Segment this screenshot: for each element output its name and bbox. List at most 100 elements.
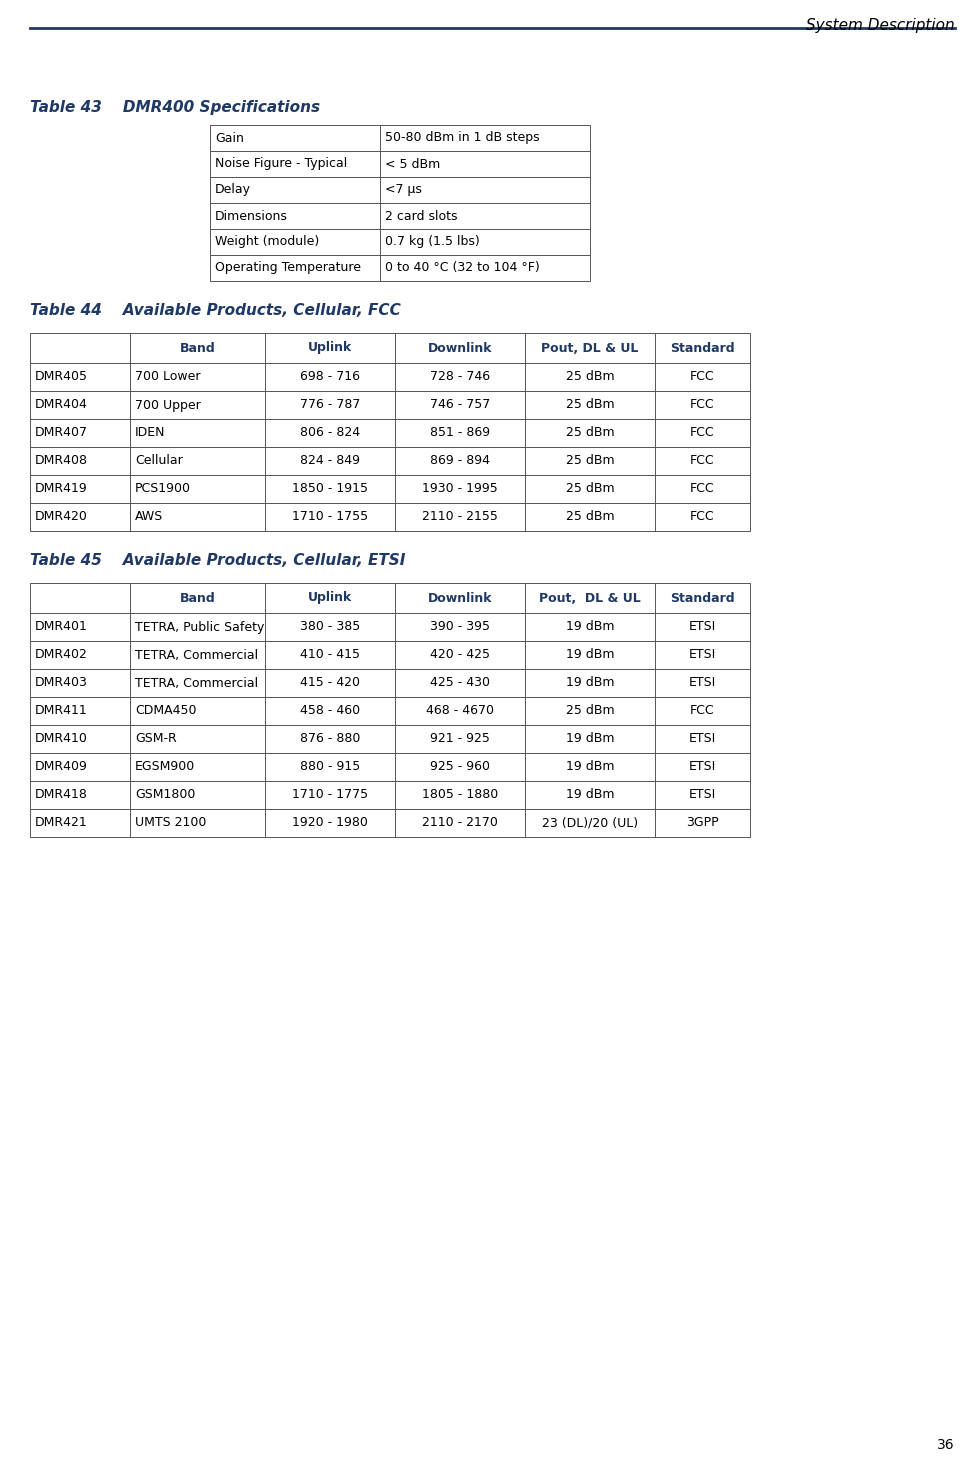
Bar (30, 333, 750, 362)
Text: TETRA, Commercial: TETRA, Commercial (135, 676, 258, 689)
Text: < 5 dBm: < 5 dBm (385, 157, 441, 170)
Text: DMR404: DMR404 (35, 399, 88, 412)
Text: DMR411: DMR411 (35, 704, 88, 717)
Text: FCC: FCC (690, 704, 715, 717)
Text: Delay: Delay (215, 183, 251, 197)
Bar (210, 229, 590, 255)
Text: 1710 - 1755: 1710 - 1755 (292, 511, 369, 524)
Text: 458 - 460: 458 - 460 (300, 704, 360, 717)
Text: 700 Lower: 700 Lower (135, 371, 201, 383)
Text: Band: Band (179, 591, 215, 604)
Text: 2110 - 2155: 2110 - 2155 (422, 511, 498, 524)
Text: DMR401: DMR401 (35, 621, 88, 634)
Text: 420 - 425: 420 - 425 (430, 648, 490, 662)
Text: FCC: FCC (690, 483, 715, 496)
Text: 851 - 869: 851 - 869 (430, 427, 490, 440)
Text: Pout,  DL & UL: Pout, DL & UL (539, 591, 641, 604)
Text: 410 - 415: 410 - 415 (300, 648, 360, 662)
Text: 50-80 dBm in 1 dB steps: 50-80 dBm in 1 dB steps (385, 132, 539, 145)
Text: 19 dBm: 19 dBm (566, 788, 614, 801)
Text: 824 - 849: 824 - 849 (300, 455, 360, 468)
Text: 746 - 757: 746 - 757 (430, 399, 490, 412)
Text: CDMA450: CDMA450 (135, 704, 197, 717)
Text: ETSI: ETSI (689, 760, 716, 773)
Text: 23 (DL)/20 (UL): 23 (DL)/20 (UL) (542, 817, 638, 829)
Text: Downlink: Downlink (428, 342, 492, 355)
Text: DMR410: DMR410 (35, 732, 88, 745)
Text: Band: Band (179, 342, 215, 355)
Bar (30, 697, 750, 725)
Text: 1805 - 1880: 1805 - 1880 (422, 788, 498, 801)
Text: DMR405: DMR405 (35, 371, 88, 383)
Text: 806 - 824: 806 - 824 (300, 427, 360, 440)
Text: System Description: System Description (806, 18, 955, 32)
Text: Weight (module): Weight (module) (215, 236, 319, 248)
Bar (30, 392, 750, 420)
Text: 776 - 787: 776 - 787 (300, 399, 360, 412)
Text: 0 to 40 °C (32 to 104 °F): 0 to 40 °C (32 to 104 °F) (385, 261, 540, 274)
Text: ETSI: ETSI (689, 621, 716, 634)
Text: 19 dBm: 19 dBm (566, 621, 614, 634)
Text: DMR421: DMR421 (35, 817, 88, 829)
Text: DMR409: DMR409 (35, 760, 88, 773)
Text: Uplink: Uplink (308, 591, 352, 604)
Text: FCC: FCC (690, 371, 715, 383)
Text: 25 dBm: 25 dBm (566, 427, 614, 440)
Text: Downlink: Downlink (428, 591, 492, 604)
Text: 25 dBm: 25 dBm (566, 399, 614, 412)
Text: 25 dBm: 25 dBm (566, 704, 614, 717)
Text: 19 dBm: 19 dBm (566, 760, 614, 773)
Bar (30, 420, 750, 447)
Text: DMR407: DMR407 (35, 427, 88, 440)
Text: 3GPP: 3GPP (686, 817, 719, 829)
Text: 425 - 430: 425 - 430 (430, 676, 490, 689)
Text: 728 - 746: 728 - 746 (430, 371, 490, 383)
Text: 19 dBm: 19 dBm (566, 732, 614, 745)
Text: 2110 - 2170: 2110 - 2170 (422, 817, 498, 829)
Text: FCC: FCC (690, 455, 715, 468)
Bar (30, 582, 750, 613)
Text: 25 dBm: 25 dBm (566, 455, 614, 468)
Text: UMTS 2100: UMTS 2100 (135, 817, 207, 829)
Text: Cellular: Cellular (135, 455, 182, 468)
Text: 415 - 420: 415 - 420 (300, 676, 360, 689)
Text: 1850 - 1915: 1850 - 1915 (292, 483, 368, 496)
Bar (30, 641, 750, 669)
Text: 876 - 880: 876 - 880 (300, 732, 360, 745)
Bar (210, 255, 590, 282)
Text: Standard: Standard (670, 591, 735, 604)
Bar (30, 503, 750, 531)
Text: GSM-R: GSM-R (135, 732, 176, 745)
Text: 25 dBm: 25 dBm (566, 483, 614, 496)
Text: ETSI: ETSI (689, 732, 716, 745)
Text: AWS: AWS (135, 511, 163, 524)
Text: Uplink: Uplink (308, 342, 352, 355)
Bar (210, 202, 590, 229)
Text: DMR418: DMR418 (35, 788, 88, 801)
Text: GSM1800: GSM1800 (135, 788, 195, 801)
Text: FCC: FCC (690, 511, 715, 524)
Text: 2 card slots: 2 card slots (385, 210, 457, 223)
Text: <7 μs: <7 μs (385, 183, 422, 197)
Text: DMR408: DMR408 (35, 455, 88, 468)
Text: TETRA, Public Safety: TETRA, Public Safety (135, 621, 264, 634)
Text: Standard: Standard (670, 342, 735, 355)
Text: 25 dBm: 25 dBm (566, 511, 614, 524)
Text: 25 dBm: 25 dBm (566, 371, 614, 383)
Text: ETSI: ETSI (689, 788, 716, 801)
Text: Pout, DL & UL: Pout, DL & UL (541, 342, 639, 355)
Text: Table 44    Available Products, Cellular, FCC: Table 44 Available Products, Cellular, F… (30, 304, 401, 318)
Text: ETSI: ETSI (689, 676, 716, 689)
Bar (30, 447, 750, 475)
Bar (30, 362, 750, 392)
Text: Noise Figure - Typical: Noise Figure - Typical (215, 157, 347, 170)
Bar (30, 725, 750, 753)
Text: 1710 - 1775: 1710 - 1775 (292, 788, 369, 801)
Bar (30, 669, 750, 697)
Text: 380 - 385: 380 - 385 (300, 621, 360, 634)
Text: DMR420: DMR420 (35, 511, 88, 524)
Text: 880 - 915: 880 - 915 (300, 760, 360, 773)
Text: 468 - 4670: 468 - 4670 (426, 704, 494, 717)
Bar (30, 780, 750, 808)
Text: TETRA, Commercial: TETRA, Commercial (135, 648, 258, 662)
